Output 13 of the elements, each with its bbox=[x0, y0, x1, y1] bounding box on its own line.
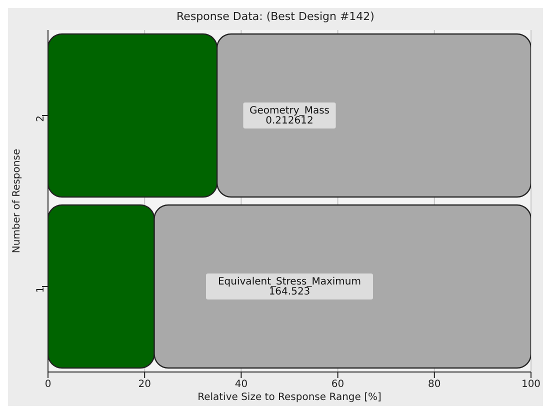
annotation: Equivalent_Stress_Maximum 164.523 bbox=[218, 276, 362, 298]
x-axis-title: Relative Size to Response Range [%] bbox=[198, 392, 382, 403]
x-tick-label: 20 bbox=[138, 379, 151, 390]
y-tick-label: 2 bbox=[36, 116, 47, 122]
x-tick-label: 60 bbox=[331, 379, 344, 390]
x-tick-label: 100 bbox=[521, 379, 541, 390]
x-tick-label: 80 bbox=[428, 379, 441, 390]
y-tick-label: 1 bbox=[36, 286, 47, 293]
x-tick-label: 0 bbox=[44, 379, 52, 390]
x-tick-label: 40 bbox=[234, 379, 248, 390]
y-axis-title: Number of Response bbox=[12, 148, 23, 254]
annotation: Geometry_Mass 0.212612 bbox=[249, 106, 330, 126]
chart-title: Response Data: (Best Design #142) bbox=[176, 9, 376, 25]
